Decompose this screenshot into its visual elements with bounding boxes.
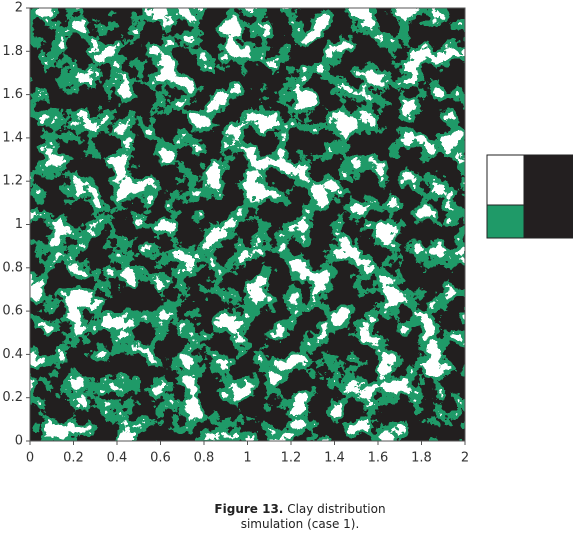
x-tick-label: 1.2 <box>281 451 302 466</box>
caption-text: Clay distribution simulation (case 1). <box>240 502 386 531</box>
color-key <box>486 204 525 239</box>
caption: Figure 13. Clay distribution simulation … <box>200 502 400 532</box>
y-tick-label: 1.6 <box>2 87 23 102</box>
caption-label: Figure 13. <box>214 502 284 516</box>
x-tick-label: 1.4 <box>324 451 345 466</box>
x-tick-label: 2 <box>461 451 469 466</box>
x-tick-label: 1.8 <box>411 451 432 466</box>
x-tick-label: 0.4 <box>107 451 128 466</box>
y-tick-label: 0.4 <box>2 347 23 362</box>
y-tick-label: 1.8 <box>2 44 23 59</box>
y-tick-label: 1.2 <box>2 174 23 189</box>
y-tick-label: 1 <box>15 217 23 232</box>
color-key <box>523 154 573 239</box>
x-tick-label: 0 <box>26 451 34 466</box>
y-tick-label: 1.4 <box>2 130 23 145</box>
y-tick-label: 0.6 <box>2 304 23 319</box>
y-tick-label: 0.8 <box>2 260 23 275</box>
x-tick-label: 0.2 <box>63 451 84 466</box>
x-tick-label: 1.6 <box>368 451 389 466</box>
y-tick-label: 2 <box>15 1 23 16</box>
simulation-field <box>30 8 465 441</box>
x-tick-label: 1 <box>243 451 251 466</box>
chart: 0 0.2 0.4 0.6 0.8 1 1.2 1.4 1.6 1.8 2 0 0.2 0.4 0.6 0.8… <box>2 1 573 466</box>
y-tick-label: 0 <box>15 434 23 449</box>
color-key <box>486 154 525 206</box>
x-tick-label: 0.8 <box>194 451 215 466</box>
y-tick-label: 0.2 <box>2 390 23 405</box>
x-tick-label: 0.6 <box>150 451 171 466</box>
